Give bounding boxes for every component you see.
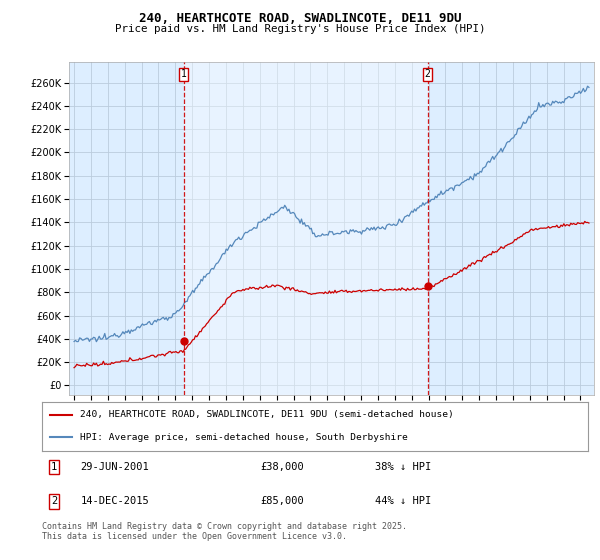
Text: Price paid vs. HM Land Registry's House Price Index (HPI): Price paid vs. HM Land Registry's House … bbox=[115, 24, 485, 34]
Text: 29-JUN-2001: 29-JUN-2001 bbox=[80, 462, 149, 472]
Text: 14-DEC-2015: 14-DEC-2015 bbox=[80, 496, 149, 506]
Text: 1: 1 bbox=[181, 69, 187, 80]
Text: 1: 1 bbox=[51, 462, 57, 472]
Text: £85,000: £85,000 bbox=[260, 496, 304, 506]
Text: 44% ↓ HPI: 44% ↓ HPI bbox=[375, 496, 431, 506]
Text: 240, HEARTHCOTE ROAD, SWADLINCOTE, DE11 9DU: 240, HEARTHCOTE ROAD, SWADLINCOTE, DE11 … bbox=[139, 12, 461, 25]
Text: 38% ↓ HPI: 38% ↓ HPI bbox=[375, 462, 431, 472]
Text: HPI: Average price, semi-detached house, South Derbyshire: HPI: Average price, semi-detached house,… bbox=[80, 433, 408, 442]
Text: 2: 2 bbox=[425, 69, 431, 80]
Text: 2: 2 bbox=[51, 496, 57, 506]
Text: £38,000: £38,000 bbox=[260, 462, 304, 472]
Text: 240, HEARTHCOTE ROAD, SWADLINCOTE, DE11 9DU (semi-detached house): 240, HEARTHCOTE ROAD, SWADLINCOTE, DE11 … bbox=[80, 410, 454, 419]
Bar bbox=[184, 62, 428, 395]
Text: Contains HM Land Registry data © Crown copyright and database right 2025.
This d: Contains HM Land Registry data © Crown c… bbox=[42, 522, 407, 542]
